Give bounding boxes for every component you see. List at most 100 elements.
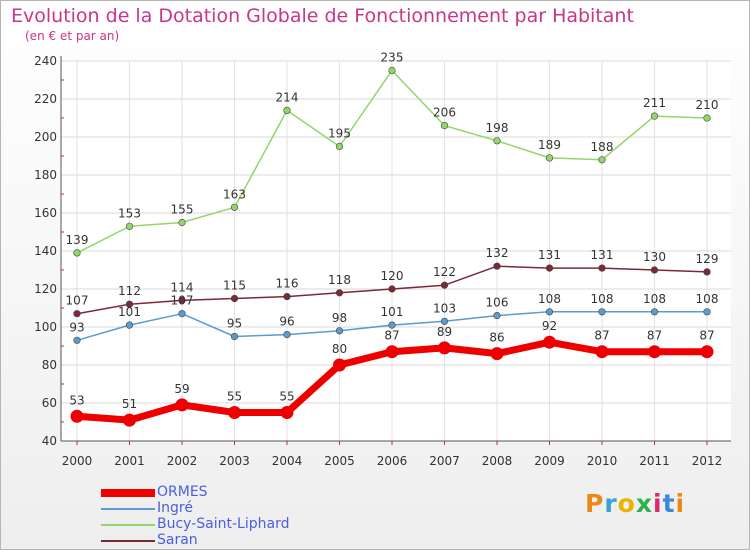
data-point (175, 398, 189, 412)
data-label: 95 (227, 317, 242, 331)
logo-letter: x (635, 489, 653, 518)
data-point (388, 285, 396, 293)
data-point (280, 406, 294, 419)
data-label: 118 (328, 273, 351, 287)
logo-letter: i (675, 489, 686, 518)
data-label: 55 (279, 390, 294, 404)
x-tick-label: 2005 (324, 454, 355, 468)
data-label: 80 (332, 342, 347, 356)
data-label: 153 (118, 206, 141, 220)
data-label: 132 (486, 246, 509, 260)
x-tick-label: 2007 (429, 454, 460, 468)
legend-label: Saran (157, 532, 198, 548)
y-tick-label: 80 (42, 358, 57, 372)
logo-letter: r (604, 489, 618, 518)
data-point (123, 413, 136, 427)
data-label: 214 (276, 90, 299, 104)
data-point (543, 335, 556, 349)
data-point (545, 154, 554, 162)
data-label: 122 (433, 265, 456, 279)
data-point (228, 406, 241, 419)
data-point (333, 358, 346, 372)
legend-label: ORMES (157, 484, 208, 500)
data-label: 86 (489, 331, 504, 345)
data-point (493, 312, 501, 320)
data-point (283, 106, 291, 114)
data-point (178, 218, 186, 227)
data-label: 103 (433, 301, 456, 315)
data-label: 59 (174, 382, 189, 396)
x-tick-label: 2001 (114, 454, 145, 468)
data-label: 108 (696, 292, 719, 306)
data-point (335, 142, 344, 151)
y-tick-label: 180 (34, 168, 57, 182)
data-point (230, 332, 239, 341)
x-tick-label: 2010 (587, 454, 618, 468)
data-point (230, 294, 239, 303)
data-label: 155 (171, 203, 194, 217)
data-point (650, 112, 659, 120)
data-point (335, 327, 344, 335)
data-point (703, 308, 711, 316)
data-point (650, 308, 659, 316)
data-label: 92 (542, 319, 557, 333)
data-label: 101 (118, 305, 141, 319)
logo-letter: P (585, 489, 605, 518)
x-tick-label: 2000 (62, 454, 93, 468)
legend-swatch (101, 489, 155, 497)
data-label: 163 (223, 187, 246, 201)
data-point (388, 66, 396, 75)
data-label: 139 (66, 233, 89, 247)
data-label: 55 (227, 390, 242, 404)
data-label: 101 (381, 305, 404, 319)
data-point (490, 347, 504, 361)
data-label: 195 (328, 127, 351, 141)
data-point (70, 409, 84, 423)
x-tick-label: 2003 (219, 454, 250, 468)
legend-swatch (101, 508, 155, 510)
data-point (440, 121, 449, 130)
y-tick-label: 200 (34, 130, 57, 144)
proxiti-logo: Proxiti (585, 489, 685, 518)
data-label: 112 (118, 284, 141, 298)
data-point (385, 345, 399, 359)
data-label: 120 (381, 269, 404, 283)
legend-label: Ingré (157, 500, 193, 516)
y-tick-label: 240 (34, 54, 57, 68)
y-tick-label: 100 (34, 320, 57, 334)
data-label: 130 (643, 250, 666, 264)
x-tick-label: 2004 (272, 454, 303, 468)
data-label: 210 (696, 98, 719, 112)
logo-letter: o (617, 489, 636, 518)
legend-swatch (101, 540, 155, 542)
data-point (73, 310, 81, 318)
data-label: 189 (538, 138, 561, 152)
data-label: 188 (591, 140, 614, 154)
data-point (388, 321, 396, 329)
data-point (440, 281, 449, 289)
data-point (283, 331, 291, 339)
logo-letter: i (653, 489, 663, 518)
data-point (178, 296, 186, 305)
data-label: 89 (437, 325, 452, 339)
data-label: 198 (486, 121, 509, 135)
data-label: 87 (384, 329, 399, 343)
data-label: 107 (66, 294, 89, 308)
data-point (493, 262, 501, 270)
data-point (650, 266, 659, 274)
chart-title: Evolution de la Dotation Globale de Fonc… (11, 5, 634, 27)
data-label: 131 (591, 248, 614, 262)
data-point (545, 308, 554, 316)
data-label: 206 (433, 106, 456, 120)
data-label: 211 (643, 96, 666, 110)
data-label: 114 (171, 280, 194, 294)
x-tick-label: 2006 (377, 454, 408, 468)
data-label: 87 (594, 329, 609, 343)
data-label: 108 (538, 292, 561, 306)
data-point (703, 114, 711, 122)
y-tick-label: 40 (42, 434, 57, 448)
data-point (648, 345, 661, 359)
data-point (125, 222, 134, 230)
data-point (230, 203, 239, 211)
data-label: 115 (223, 279, 246, 293)
